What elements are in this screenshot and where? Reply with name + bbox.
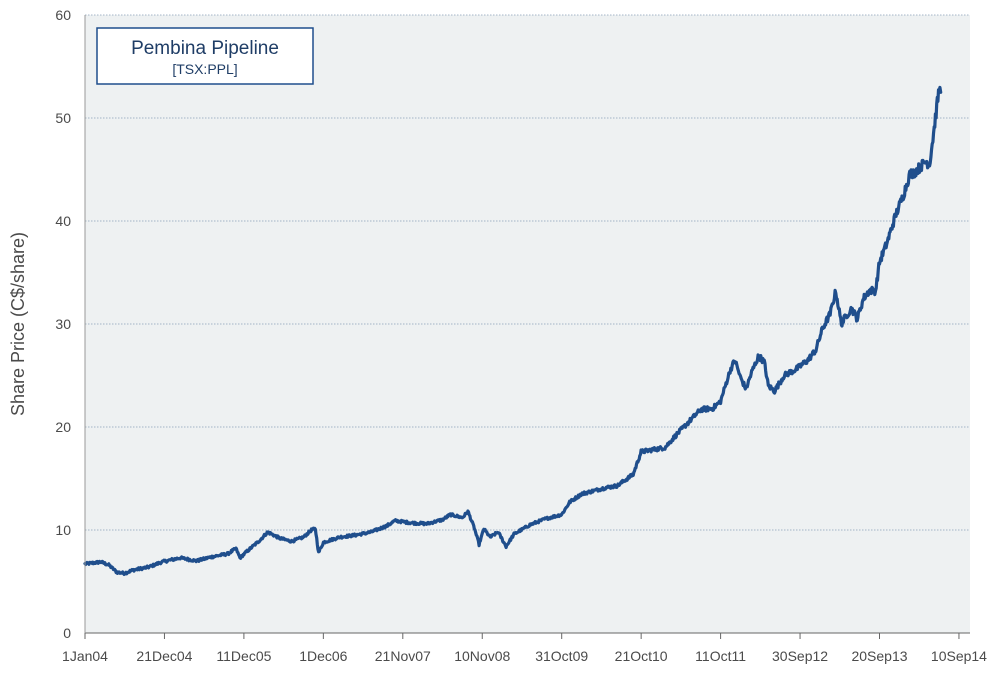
y-tick-label: 10 (55, 522, 71, 538)
x-tick-label: 20Sep13 (851, 648, 907, 664)
y-tick-label: 40 (55, 213, 71, 229)
y-tick-label: 0 (63, 625, 71, 641)
legend-box: Pembina Pipeline [TSX:PPL] (96, 27, 314, 85)
x-tick-label: 1Jan04 (62, 648, 108, 664)
series-line-pembina (83, 85, 943, 576)
legend-subtitle: [TSX:PPL] (172, 61, 237, 77)
x-tick-label: 21Oct10 (615, 648, 668, 664)
legend-title: Pembina Pipeline (131, 38, 279, 59)
y-tick-label: 60 (55, 7, 71, 23)
x-tick-label: 11Dec05 (216, 648, 271, 664)
x-tick-label: 30Sep12 (772, 648, 828, 664)
y-tick-label: 30 (55, 316, 71, 332)
x-tick-label: 10Nov08 (454, 648, 510, 664)
y-axis-ticks: 0 10 20 30 40 50 60 (55, 7, 71, 641)
gridlines (85, 14, 970, 531)
y-axis-title: Share Price (C$/share) (8, 232, 28, 416)
y-tick-label: 20 (55, 419, 71, 435)
y-tick-label: 50 (55, 110, 71, 126)
x-tick-label: 1Dec06 (299, 648, 347, 664)
x-axis-ticks: 1Jan04 21Dec04 11Dec05 1Dec06 21Nov07 10Nov08… (62, 633, 987, 664)
x-tick-label: 10Sep14 (931, 648, 987, 664)
x-tick-label: 21Nov07 (375, 648, 431, 664)
x-tick-label: 21Dec04 (136, 648, 192, 664)
legend-border (96, 27, 314, 85)
x-tick-label: 31Oct09 (535, 648, 588, 664)
x-tick-label: 11Oct11 (695, 648, 746, 664)
